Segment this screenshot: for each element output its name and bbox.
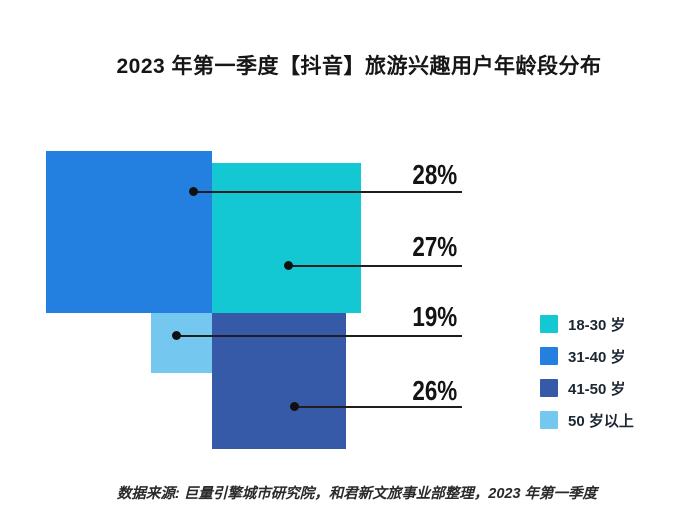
- legend-item-50-plus: 50 岁以上: [540, 411, 634, 430]
- legend-item-18-30: 18-30 岁: [540, 315, 634, 334]
- leader-line-18-30: [284, 262, 462, 269]
- value-label-18-30: 27%: [412, 231, 458, 262]
- treemap-rect-31-40: [46, 151, 212, 313]
- legend-label-31-40: 31-40 岁: [568, 348, 626, 366]
- legend-swatch-50-plus: [540, 411, 558, 429]
- leader-line-31-40: [189, 188, 462, 195]
- value-label-31-40: 28%: [412, 159, 458, 190]
- chart-title: 2023 年第一季度【抖音】旅游兴趣用户年龄段分布: [116, 55, 602, 78]
- legend-swatch-31-40: [540, 347, 558, 365]
- legend-swatch-41-50: [540, 379, 558, 397]
- legend-label-41-50: 41-50 岁: [568, 380, 626, 398]
- value-label-41-50: 26%: [412, 375, 458, 406]
- leader-line-50-plus: [172, 332, 462, 339]
- treemap-rect-50-plus: [151, 313, 212, 373]
- legend-label-18-30: 18-30 岁: [568, 316, 626, 334]
- legend: 18-30 岁 31-40 岁 41-50 岁 50 岁以上: [540, 315, 634, 443]
- legend-swatch-18-30: [540, 315, 558, 333]
- leader-line-41-50: [290, 403, 462, 410]
- treemap-rect-41-50: [212, 313, 346, 449]
- treemap-rect-18-30: [211, 163, 361, 313]
- legend-item-31-40: 31-40 岁: [540, 347, 634, 366]
- legend-label-50-plus: 50 岁以上: [568, 412, 634, 430]
- legend-item-41-50: 41-50 岁: [540, 379, 634, 398]
- source-note: 数据来源: 巨量引擎城市研究院，和君新文旅事业部整理，2023 年第一季度: [116, 486, 598, 502]
- value-label-50-plus: 19%: [412, 301, 458, 332]
